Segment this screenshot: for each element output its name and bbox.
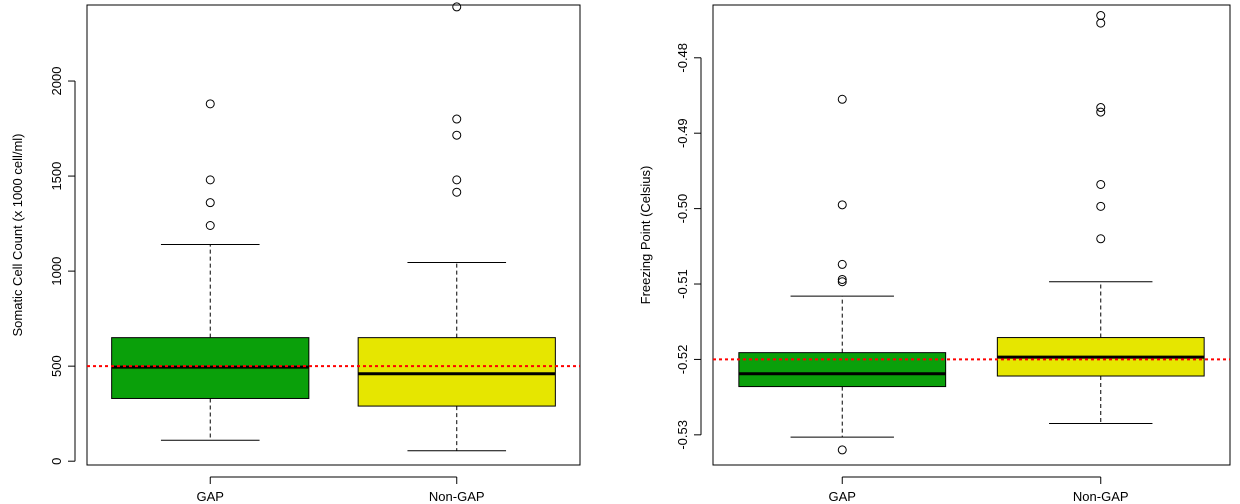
chart-panel-1: 0 500 1000 1500 2000 Somatic Cell Count (x 10…: [10, 2, 581, 504]
y-tick-label: -0.53: [675, 420, 690, 450]
outlier-point: [205, 175, 215, 185]
outlier-point: [837, 259, 847, 269]
outlier-point: [205, 198, 215, 208]
outlier-point: [837, 274, 847, 284]
outlier-point: [837, 200, 847, 210]
outlier-point: [1096, 201, 1106, 211]
y-axis-title: Freezing Point (Celsius): [638, 166, 653, 305]
outlier-point: [1096, 234, 1106, 244]
box-non-gap: [996, 11, 1205, 425]
iqr-box: [357, 337, 556, 407]
outlier-point: [452, 2, 462, 12]
y-tick-label: -0.49: [675, 118, 690, 148]
y-tick-label: -0.48: [675, 43, 690, 73]
outlier-point: [452, 187, 462, 197]
outlier-point: [1096, 103, 1106, 113]
outlier-point: [837, 94, 847, 104]
box-gap: [111, 99, 310, 441]
box-non-gap: [357, 2, 556, 452]
outlier-point: [205, 220, 215, 230]
y-axis-title: Somatic Cell Count (x 1000 cell/ml): [10, 133, 25, 336]
y-tick-label: -0.52: [675, 345, 690, 375]
x-tick-label: GAP: [197, 489, 224, 504]
x-tick-label: GAP: [829, 489, 856, 504]
outlier-point: [452, 175, 462, 185]
chart-panel-2: -0.53 -0.52 -0.51 -0.50 -0.49 -0.48 Freezing P…: [638, 4, 1231, 504]
y-tick-label: 1000: [49, 257, 64, 286]
x-tick-label: Non-GAP: [1073, 489, 1129, 504]
outlier-point: [1096, 11, 1106, 21]
plot-frame: [712, 4, 1231, 466]
outlier-point: [452, 130, 462, 140]
outlier-point: [452, 114, 462, 124]
y-tick-label: 500: [49, 355, 64, 377]
y-tick-label: 0: [49, 458, 64, 465]
plot-frame: [86, 4, 581, 466]
box-gap: [738, 94, 947, 455]
outlier-point: [837, 277, 847, 287]
outlier-point: [837, 445, 847, 455]
y-tick-label: -0.51: [675, 269, 690, 299]
outlier-point: [1096, 179, 1106, 189]
outlier-point: [1096, 107, 1106, 117]
y-tick-label: 1500: [49, 162, 64, 191]
iqr-box: [738, 352, 947, 388]
outlier-point: [1096, 18, 1106, 28]
x-tick-label: Non-GAP: [429, 489, 485, 504]
y-tick-label: -0.50: [675, 194, 690, 224]
outlier-point: [205, 99, 215, 109]
y-tick-label: 2000: [49, 67, 64, 96]
